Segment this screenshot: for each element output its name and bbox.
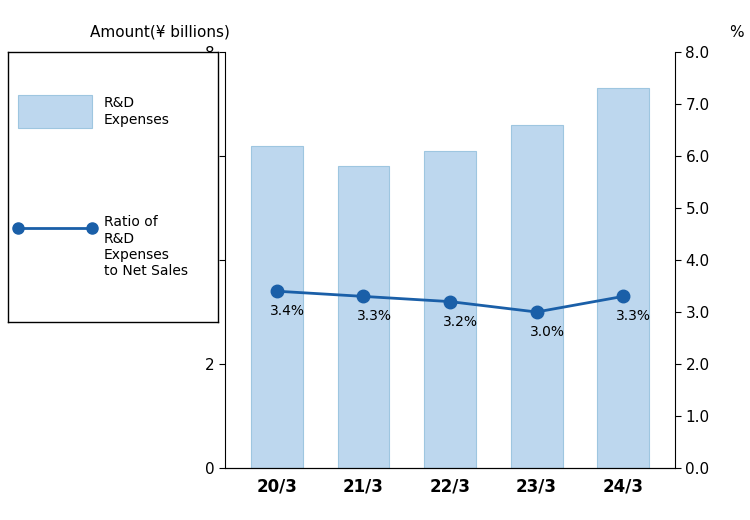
Bar: [338, 166, 389, 468]
Text: Ratio of
R&D
Expenses
to Net Sales: Ratio of R&D Expenses to Net Sales: [104, 215, 188, 278]
Text: R&D
Expenses: R&D Expenses: [104, 96, 170, 126]
Text: Amount(¥ billions): Amount(¥ billions): [90, 24, 230, 40]
Bar: [597, 88, 649, 468]
FancyBboxPatch shape: [18, 95, 92, 128]
Bar: [424, 151, 476, 468]
Bar: [251, 146, 303, 468]
Text: 3.4%: 3.4%: [270, 304, 305, 318]
Bar: [511, 125, 562, 468]
Text: 3.2%: 3.2%: [443, 315, 478, 329]
Text: 3.0%: 3.0%: [530, 325, 565, 339]
Text: 3.3%: 3.3%: [616, 309, 651, 323]
Text: 3.3%: 3.3%: [356, 309, 392, 323]
Text: %: %: [729, 24, 743, 40]
